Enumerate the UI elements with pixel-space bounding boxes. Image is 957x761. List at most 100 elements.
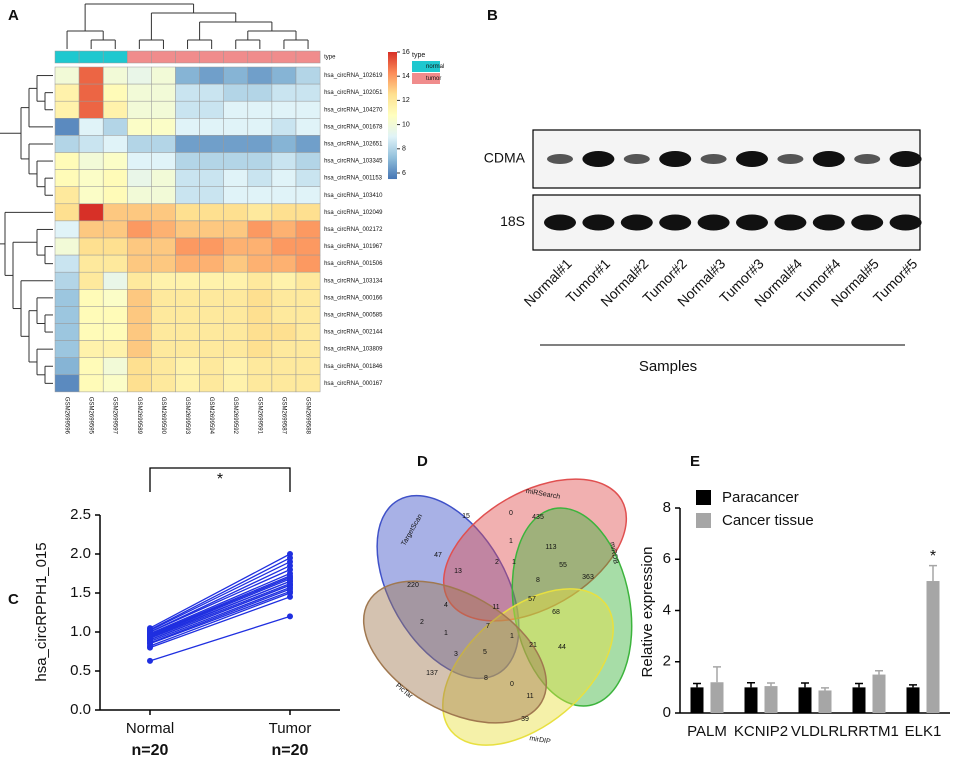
column-label: GSM2699590 (160, 397, 166, 435)
row-label: hsa_circRNA_000166 (324, 295, 383, 301)
region-count: 1 (509, 538, 513, 545)
row-label: hsa_circRNA_103809 (324, 347, 383, 353)
heat-cell (151, 323, 176, 341)
heat-cell (223, 66, 249, 85)
heat-cell (54, 220, 80, 239)
colorbar-label: 10 (402, 121, 410, 128)
bar (744, 687, 758, 713)
heat-cell (223, 237, 249, 256)
heat-cell (54, 186, 80, 205)
heat-cell (54, 306, 80, 324)
heat-cell (127, 306, 152, 324)
y-tick-label: 8 (663, 499, 671, 516)
column-label: GSM2699588 (304, 397, 310, 435)
heat-cell (54, 237, 80, 256)
heat-cell (271, 323, 297, 341)
point (147, 625, 153, 632)
region-count: 1 (444, 630, 448, 637)
heat-cell (175, 374, 200, 393)
heat-cell (175, 186, 200, 205)
band (582, 214, 615, 231)
heat-cell (295, 374, 321, 393)
heat-cell (78, 118, 104, 136)
heat-cell (78, 169, 104, 187)
y-tick-label: 2 (663, 653, 671, 670)
row-label: hsa_circRNA_102619 (324, 73, 383, 79)
heat-cell (271, 152, 297, 170)
band (774, 214, 807, 231)
heat-cell (54, 323, 80, 341)
region-count: 5 (483, 649, 487, 656)
heat-cell (175, 254, 200, 273)
venn-set (376, 494, 520, 680)
region-count: 4 (444, 602, 448, 609)
region-count: 2 (495, 559, 499, 566)
column-label: GSM2699592 (232, 397, 238, 435)
type-annotation (175, 50, 200, 64)
band (623, 154, 650, 164)
panel-label: A (8, 7, 19, 24)
heat-cell (127, 83, 152, 102)
type-annotation (102, 50, 128, 64)
x-tick-label: VLDLR (791, 723, 840, 740)
pair-line (149, 586, 291, 642)
heat-cell (199, 357, 224, 376)
heat-cell (127, 374, 152, 393)
annotation-label: type (324, 55, 336, 61)
heat-cell (247, 83, 273, 102)
y-tick-label: 0.5 (70, 662, 91, 679)
heat-cell (127, 340, 152, 358)
band (889, 214, 922, 231)
heat-cell (54, 254, 80, 273)
heat-cell (175, 271, 200, 290)
bar (818, 690, 832, 713)
heat-cell (102, 169, 128, 187)
heat-cell (271, 66, 297, 85)
heat-cell (295, 152, 321, 170)
colorbar-label: 6 (402, 170, 406, 177)
heat-cell (199, 220, 224, 239)
legend-label: tumor (426, 76, 441, 82)
column-label: GSM2699595 (88, 397, 94, 435)
heat-cell (151, 66, 176, 85)
heat-cell (78, 289, 104, 307)
heat-cell (199, 83, 224, 102)
heat-cell (271, 186, 297, 205)
band-label: 18S (500, 213, 525, 229)
band (736, 214, 768, 231)
heat-cell (127, 186, 152, 205)
heat-cell (199, 66, 224, 85)
row-label: hsa_circRNA_103345 (324, 159, 383, 165)
band-label: CDMA (484, 150, 526, 166)
type-annotation (151, 50, 176, 64)
bar (872, 674, 886, 713)
row-label: hsa_circRNA_102051 (324, 90, 383, 96)
pair-line (149, 580, 291, 638)
column-label: GSM2699596 (63, 397, 69, 435)
heat-cell (271, 271, 297, 290)
heat-cell (199, 289, 224, 307)
type-annotation (223, 50, 249, 64)
significance-marker: * (930, 548, 936, 565)
colorbar-label: 16 (402, 49, 410, 56)
region-count: 11 (492, 604, 499, 611)
band (697, 214, 730, 231)
heat-cell (175, 289, 200, 307)
heat-cell (271, 357, 297, 376)
legend-label: Paracancer (722, 489, 799, 506)
band (582, 151, 615, 167)
heat-cell (102, 357, 128, 376)
heat-cell (223, 374, 249, 393)
region-count: 220 (407, 582, 419, 589)
heat-cell (54, 203, 80, 222)
row-label: hsa_circRNA_001846 (324, 364, 383, 370)
set-label: mirDIP (529, 735, 552, 746)
point (147, 657, 153, 664)
row-label: hsa_circRNA_002144 (324, 330, 383, 336)
heat-cell (175, 152, 200, 170)
bar (690, 687, 704, 713)
heat-cell (223, 169, 249, 187)
heat-cell (78, 152, 104, 170)
heat-cell (295, 118, 321, 136)
